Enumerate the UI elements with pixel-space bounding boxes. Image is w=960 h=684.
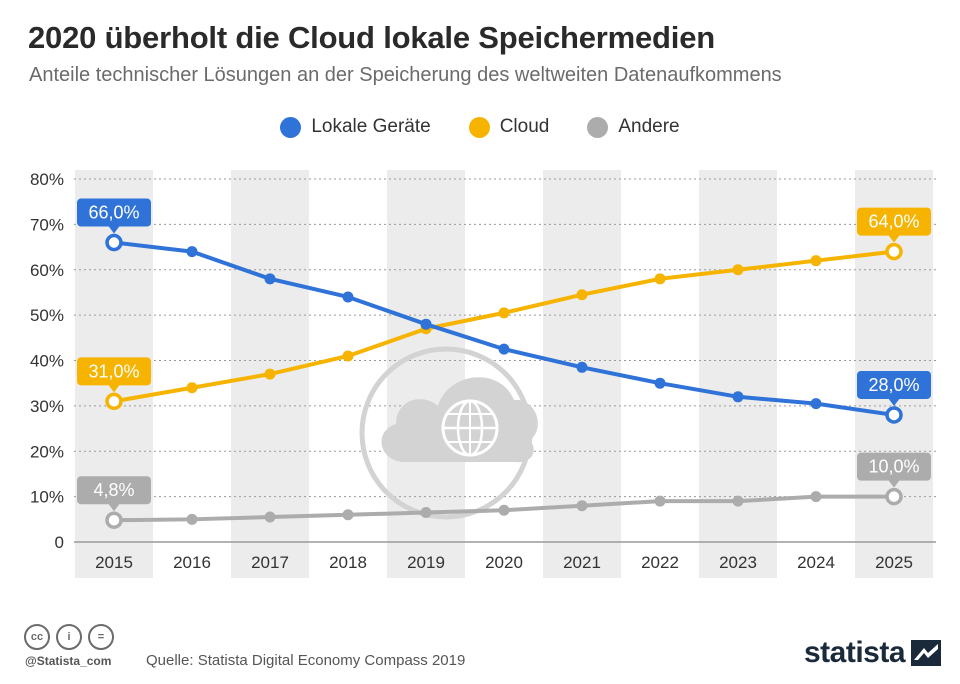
data-point-2-0: [105, 511, 123, 529]
y-tick-label: 0: [55, 533, 64, 552]
data-point-2-9: [810, 491, 822, 503]
data-point-1-7: [654, 273, 666, 285]
data-point-2-8: [732, 495, 744, 507]
callout-pointer-1-last: [888, 234, 900, 243]
legend-item-local: Lokale Geräte: [280, 116, 431, 138]
x-tick-label: 2023: [719, 553, 757, 572]
y-tick-label: 70%: [30, 215, 64, 234]
data-point-0-5: [498, 343, 510, 355]
x-tick-label: 2017: [251, 553, 289, 572]
data-point-1-9: [810, 255, 822, 267]
callout-box-2-last: [857, 452, 931, 481]
callout-pointer-0-last: [888, 397, 900, 406]
legend-label-local: Lokale Geräte: [311, 116, 431, 137]
data-point-0-7: [654, 377, 666, 389]
legend-dot-local-icon: [280, 116, 302, 138]
data-point-0-4: [420, 318, 432, 330]
x-tick-label: 2015: [95, 553, 133, 572]
callout-label-0-first: 66,0%: [88, 203, 139, 223]
legend: Lokale Geräte Cloud Andere: [0, 116, 960, 138]
callout-label-0-last: 28,0%: [868, 375, 919, 395]
license-icons: cc i =: [24, 624, 114, 650]
callout-box-2-first: [77, 476, 151, 505]
callout-box-0-last: [857, 370, 931, 399]
legend-label-other: Andere: [618, 116, 680, 137]
data-point-2-3: [342, 509, 354, 521]
data-point-0-10: [885, 406, 903, 424]
y-tick-label: 10%: [30, 488, 64, 507]
data-point-0-0: [105, 233, 123, 252]
callout-pointer-2-last: [888, 479, 900, 488]
x-tick-label: 2025: [875, 553, 913, 572]
data-point-1-8: [732, 264, 744, 276]
callout-box-0-first: [77, 198, 151, 227]
legend-dot-other-icon: [587, 116, 609, 138]
statista-logo-text: statista: [804, 636, 906, 669]
data-point-2-2: [264, 511, 276, 523]
y-tick-label: 50%: [30, 306, 64, 325]
attribution-icon: i: [56, 624, 82, 650]
y-tick-label: 20%: [30, 442, 64, 461]
data-point-2-7: [654, 495, 666, 507]
x-tick-label: 2021: [563, 553, 601, 572]
legend-item-other: Andere: [587, 116, 680, 138]
data-point-2-6: [576, 500, 588, 512]
data-point-0-2: [264, 273, 276, 285]
data-point-2-1: [186, 513, 198, 525]
y-tick-label: 80%: [30, 170, 64, 189]
legend-label-cloud: Cloud: [499, 116, 550, 137]
x-tick-label: 2019: [407, 553, 445, 572]
data-point-1-5: [498, 307, 510, 319]
no-derivatives-icon: =: [88, 624, 114, 650]
callout-box-1-last: [857, 207, 931, 236]
x-tick-label: 2018: [329, 553, 367, 572]
callout-pointer-1-first: [108, 384, 120, 393]
x-tick-label: 2016: [173, 553, 211, 572]
data-point-0-9: [810, 398, 822, 410]
column-band-2023: [699, 170, 777, 578]
callout-box-1-first: [77, 357, 151, 386]
callout-label-1-last: 64,0%: [868, 212, 919, 232]
x-tick-label: 2024: [797, 553, 835, 572]
callout-pointer-0-first: [108, 225, 120, 234]
callout-label-2-last: 10,0%: [868, 457, 919, 477]
chart-subtitle: Anteile technischer Lösungen an der Spei…: [29, 64, 782, 86]
data-point-0-3: [342, 291, 354, 303]
data-point-1-0: [105, 392, 123, 411]
statista-logo-icon: [911, 640, 942, 666]
data-point-2-5: [498, 504, 510, 516]
data-point-2-10: [885, 487, 903, 506]
data-point-0-6: [576, 361, 588, 373]
chart-title: 2020 überholt die Cloud lokale Speicherm…: [28, 20, 715, 55]
y-tick-label: 60%: [30, 261, 64, 280]
data-point-1-6: [576, 289, 588, 301]
cc-license-icon: cc: [24, 624, 50, 650]
statista-logo[interactable]: statista: [804, 636, 942, 670]
data-point-1-1: [186, 382, 198, 394]
x-tick-label: 2020: [485, 553, 523, 572]
data-point-1-2: [264, 368, 276, 380]
data-point-0-1: [186, 246, 198, 258]
data-point-1-3: [342, 350, 354, 362]
source-note: Quelle: Statista Digital Economy Compass…: [146, 652, 466, 669]
x-tick-label: 2022: [641, 553, 679, 572]
statista-handle: @Statista_com: [25, 654, 112, 668]
data-point-0-8: [732, 391, 744, 403]
y-tick-label: 40%: [30, 352, 64, 371]
callout-pointer-2-first: [108, 503, 120, 512]
callout-label-2-first: 4,8%: [93, 480, 134, 500]
legend-dot-cloud-icon: [468, 116, 490, 138]
data-point-2-4: [420, 507, 432, 519]
data-point-1-10: [885, 242, 903, 261]
legend-item-cloud: Cloud: [468, 116, 550, 138]
callout-label-1-first: 31,0%: [88, 361, 139, 381]
y-tick-label: 30%: [30, 397, 64, 416]
